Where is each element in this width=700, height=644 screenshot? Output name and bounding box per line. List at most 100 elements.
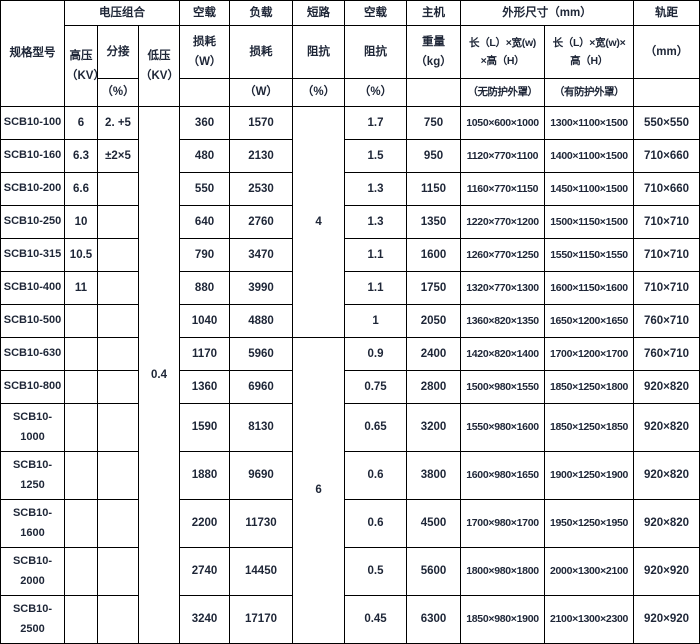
model-cell: SCB10- 2000 [0,547,65,596]
table-row: SCB10- 2500 3240 17170 0.45 6300 1850×980×190… [0,595,700,644]
weight-cell: 1150 [406,172,462,206]
load-loss-cell: 1570 [229,106,294,140]
no-load-loss-cell: 1040 [179,304,231,338]
table-row: SCB10- 1000 1590 8130 0.65 3200 1550×980×1600… [0,403,700,452]
header-dim-no-cover: （无防护外罩） [460,78,546,107]
tap-cell [97,595,139,644]
load-loss-cell: 6960 [229,370,294,404]
dims-no-cover-cell: 1260×770×1250 [460,238,546,272]
gauge-cell: 920×820 [633,370,700,404]
dims-with-cover-cell: 1400×1100×1500 [544,139,635,173]
tap-cell [97,499,139,548]
header-row-2: 高压 （KV） 分接 低压 （KV） 损耗 （W） 损耗 阻抗 阻抗 重量 （k… [1,25,700,107]
load-loss-cell: 4880 [229,304,294,338]
header-load: 负载 [229,0,294,26]
load-loss-cell: 3470 [229,238,294,272]
weight-cell: 750 [406,106,462,140]
no-load-loss-cell: 480 [179,139,231,173]
dims-no-cover-cell: 1700×980×1700 [460,499,546,548]
gauge-cell: 920×820 [633,403,700,452]
no-load-loss-cell: 790 [179,238,231,272]
header-voltage-group: 电压组合 [63,0,181,26]
header-impedance-unit: （%） [292,78,346,107]
gauge-cell: 710×710 [633,271,700,305]
tap-cell [97,304,139,338]
load-loss-cell: 17170 [229,595,294,644]
model-cell: SCB10-800 [0,370,65,404]
table-row: SCB10-400 11 880 3990 1.1 1750 1320×770×1300 16… [0,271,700,305]
dims-no-cover-cell: 1850×980×1900 [460,595,546,644]
header-gauge: 轨距 [633,0,700,26]
tap-cell [97,337,139,371]
load-loss-cell: 8130 [229,403,294,452]
header-weight: 重量 （kg） [406,25,462,79]
weight-cell: 2400 [406,337,462,371]
model-cell: SCB10-100 [0,106,65,140]
short-circuit-impedance-cell: 4 [292,106,346,338]
dims-with-cover-cell: 1500×1150×1500 [544,205,635,239]
header-no-load-impedance: 阻抗 [344,25,408,79]
table-row: SCB10- 1600 2200 11730 0.6 4500 1700×980×1700… [0,499,700,548]
weight-cell: 5600 [406,547,462,596]
hv-cell: 6 [64,106,98,140]
model-cell: SCB10-500 [0,304,65,338]
gauge-cell: 920×820 [633,499,700,548]
model-cell: SCB10- 1250 [0,451,65,500]
dims-no-cover-cell: 1600×980×1650 [460,451,546,500]
dims-no-cover-cell: 1500×980×1550 [460,370,546,404]
weight-cell: 1600 [406,238,462,272]
no-load-loss-cell: 1590 [179,403,231,452]
header-tap: 分接 [97,25,139,79]
hv-cell: 10 [64,205,98,239]
hv-cell [64,595,98,644]
header-empty-no-load [179,78,231,107]
header-empty-gauge [633,78,700,107]
dims-with-cover-cell: 1550×1150×1550 [544,238,635,272]
lv-cell: 0.4 [137,106,181,644]
dims-with-cover-cell: 1850×1250×1850 [544,403,635,452]
header-no-load: 空载 [179,0,231,26]
dims-with-cover-cell: 1650×1200×1650 [544,304,635,338]
no-load-impedance-cell: 0.6 [344,451,408,500]
table-row: SCB10- 2000 2740 14450 0.5 5600 1800×980×1800… [0,547,700,596]
dims-no-cover-cell: 1420×820×1400 [460,337,546,371]
no-load-impedance-cell: 0.75 [344,370,408,404]
header-hv: 高压 （KV） [64,25,98,107]
no-load-impedance-cell: 1.3 [344,205,408,239]
load-loss-cell: 14450 [229,547,294,596]
tap-cell: ±2×5 [97,139,139,173]
gauge-cell: 920×820 [633,451,700,500]
tap-cell [97,271,139,305]
gauge-cell: 920×920 [633,547,700,596]
dims-no-cover-cell: 1550×980×1600 [460,403,546,452]
table-row: SCB10-630 1170 5960 6 0.9 2400 1420×820×1400 17… [0,337,700,644]
header-empty-weight [406,78,462,107]
load-loss-cell: 5960 [229,337,294,371]
hv-cell: 6.6 [64,172,98,206]
header-row-3: （%） （W） （%） （%） （无防护外罩） （有防护外罩） [1,78,700,107]
dims-with-cover-cell: 1300×1100×1500 [544,106,635,140]
hv-cell [64,403,98,452]
no-load-loss-cell: 1360 [179,370,231,404]
no-load-loss-cell: 2740 [179,547,231,596]
weight-cell: 2800 [406,370,462,404]
header-load-loss: 损耗 [229,25,294,79]
tap-cell [97,547,139,596]
hv-cell: 6.3 [64,139,98,173]
header-short-circuit: 短路 [292,0,346,26]
no-load-loss-cell: 2200 [179,499,231,548]
no-load-loss-cell: 1880 [179,451,231,500]
load-loss-cell: 2760 [229,205,294,239]
model-cell: SCB10-400 [0,271,65,305]
hv-cell: 10.5 [64,238,98,272]
gauge-cell: 710×660 [633,172,700,206]
header-gauge-unit: （mm） [633,25,700,79]
table-row: SCB10-250 10 640 2760 1.3 1350 1220×770×1200 15… [0,205,700,239]
header-row-1: 规格型号 电压组合 空载 负载 短路 空载 主机 外形尺寸（mm） 轨距 [0,0,700,107]
gauge-cell: 710×710 [633,205,700,239]
weight-cell: 3800 [406,451,462,500]
dims-no-cover-cell: 1050×600×1000 [460,106,546,140]
weight-cell: 1350 [406,205,462,239]
load-loss-cell: 3990 [229,271,294,305]
